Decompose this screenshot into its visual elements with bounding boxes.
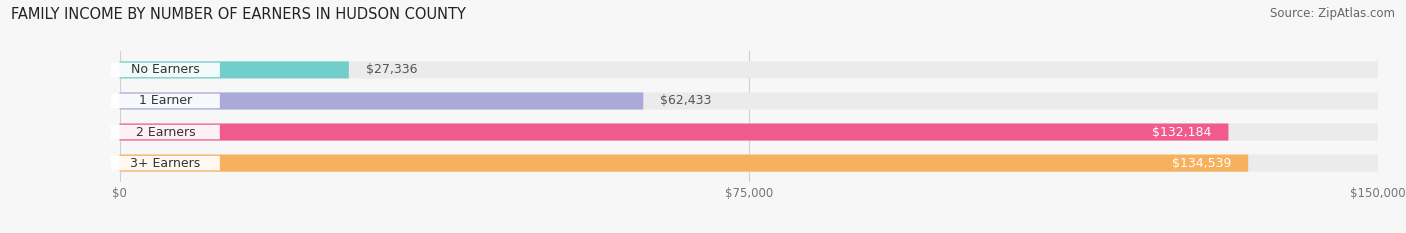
Text: 1 Earner: 1 Earner <box>139 94 191 107</box>
FancyBboxPatch shape <box>120 93 1378 110</box>
Text: Source: ZipAtlas.com: Source: ZipAtlas.com <box>1270 7 1395 20</box>
FancyBboxPatch shape <box>111 125 219 139</box>
Text: $132,184: $132,184 <box>1153 126 1212 139</box>
FancyBboxPatch shape <box>120 93 644 110</box>
FancyBboxPatch shape <box>120 154 1378 172</box>
Text: FAMILY INCOME BY NUMBER OF EARNERS IN HUDSON COUNTY: FAMILY INCOME BY NUMBER OF EARNERS IN HU… <box>11 7 467 22</box>
FancyBboxPatch shape <box>120 123 1229 140</box>
Text: $62,433: $62,433 <box>659 94 711 107</box>
FancyBboxPatch shape <box>120 123 1378 140</box>
Text: 3+ Earners: 3+ Earners <box>131 157 201 170</box>
Text: 2 Earners: 2 Earners <box>135 126 195 139</box>
Text: No Earners: No Earners <box>131 63 200 76</box>
FancyBboxPatch shape <box>120 61 1378 79</box>
Text: $27,336: $27,336 <box>366 63 418 76</box>
Text: $134,539: $134,539 <box>1173 157 1232 170</box>
FancyBboxPatch shape <box>111 156 219 170</box>
FancyBboxPatch shape <box>120 61 349 79</box>
FancyBboxPatch shape <box>120 154 1249 172</box>
FancyBboxPatch shape <box>111 63 219 77</box>
FancyBboxPatch shape <box>111 94 219 108</box>
